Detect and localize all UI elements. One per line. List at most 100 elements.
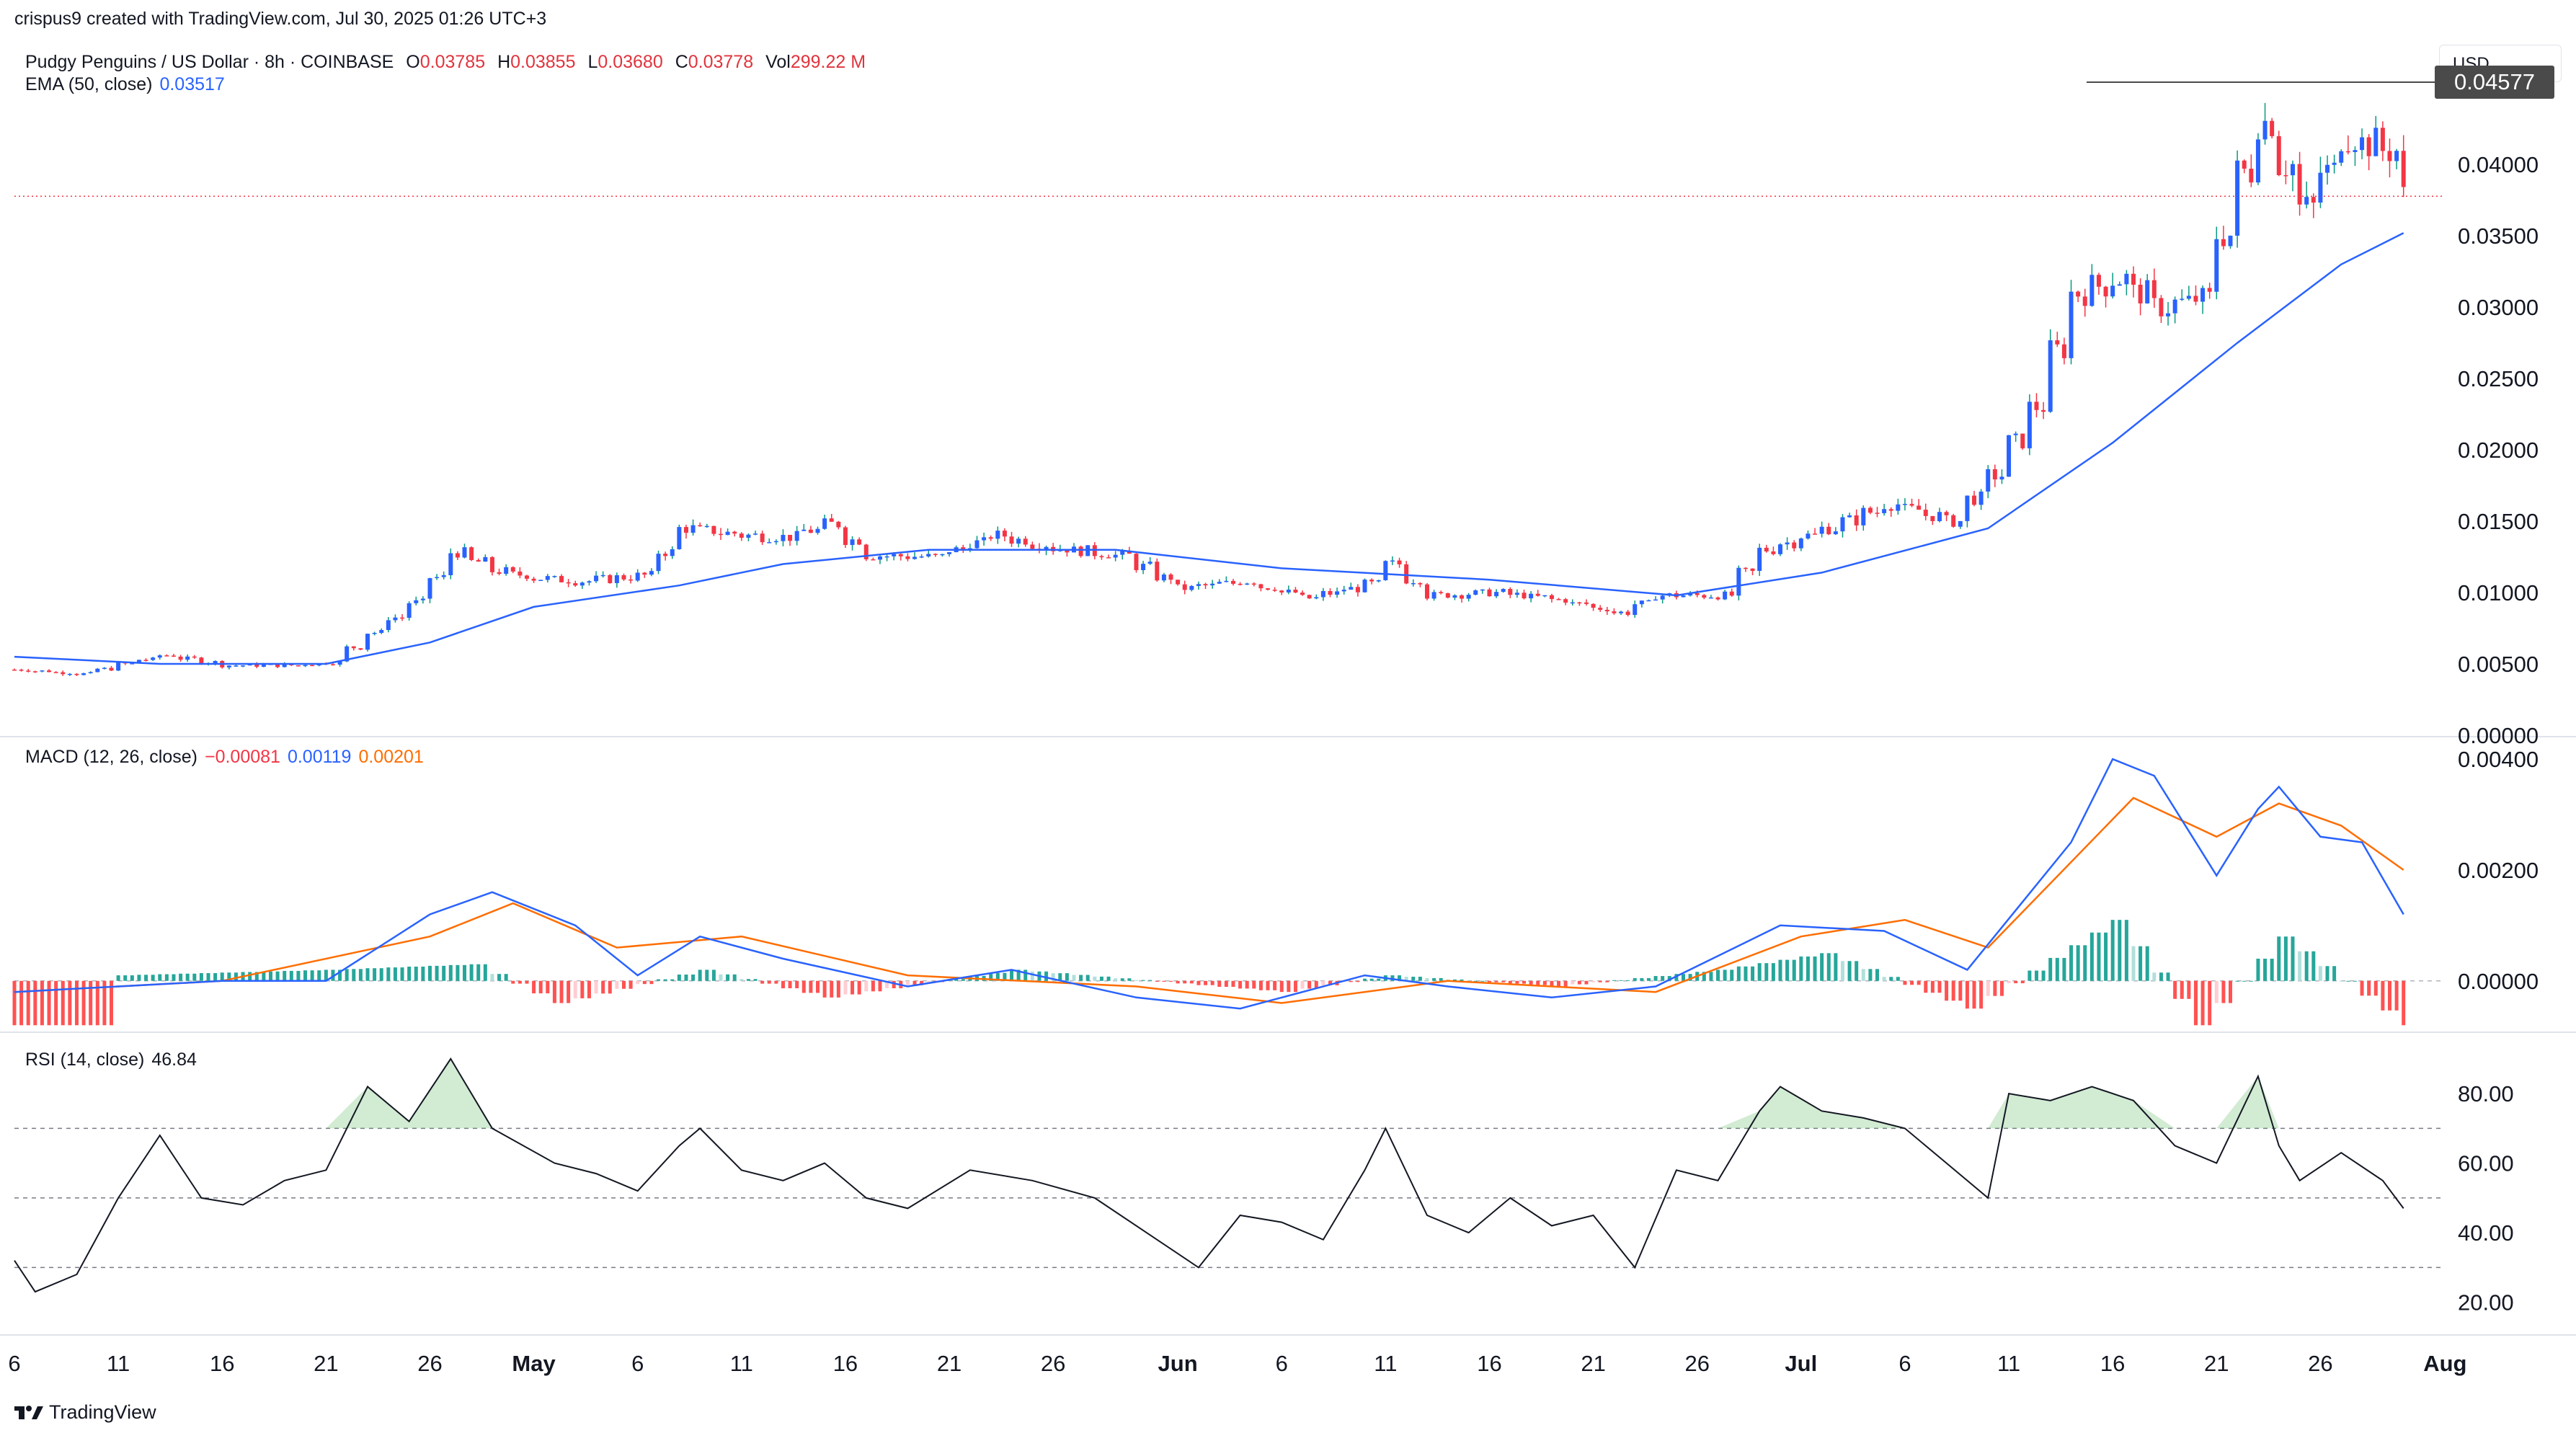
macd-histogram-bar	[2353, 980, 2357, 982]
candle-body	[857, 539, 862, 545]
macd-histogram-bar	[1577, 980, 1581, 985]
ema-legend[interactable]: EMA (50, close) 0.03517	[25, 74, 225, 95]
candle-body	[2345, 151, 2350, 153]
macd-histogram-bar	[809, 980, 813, 993]
macd-histogram-bar	[1196, 980, 1201, 985]
candle-body	[649, 571, 654, 575]
time-axis-tick: 26	[2308, 1351, 2332, 1376]
candle-body	[1861, 507, 1866, 525]
candle-body	[2255, 139, 2260, 183]
macd-label: MACD (12, 26, close)	[25, 747, 197, 767]
candle-body	[877, 556, 882, 560]
macd-histogram-bar	[414, 966, 418, 981]
time-axis-tick: 21	[937, 1351, 961, 1376]
rsi-legend[interactable]: RSI (14, close) 46.84	[25, 1050, 197, 1070]
macd-histogram-bar	[836, 980, 840, 998]
price-axis-tick: 0.03500	[2458, 223, 2539, 249]
macd-histogram-bar	[1903, 980, 1907, 985]
macd-histogram-bar	[546, 980, 550, 994]
time-axis-tick: 26	[1041, 1351, 1065, 1376]
macd-histogram-bar	[2020, 980, 2025, 984]
macd-histogram-bar	[303, 970, 308, 981]
time-axis-tick: 26	[1684, 1351, 1709, 1376]
macd-histogram-bar	[1986, 980, 1990, 996]
candle-body	[2353, 150, 2358, 153]
macd-histogram-bar	[2089, 932, 2094, 981]
macd-histogram-bar	[1522, 980, 1527, 984]
macd-histogram-bar	[518, 980, 522, 984]
candle-body	[1653, 599, 1658, 601]
candle-body	[1522, 593, 1527, 599]
macd-histogram-bar	[2014, 980, 2018, 984]
candle-body	[2380, 128, 2385, 151]
macd-histogram-bar	[289, 970, 293, 981]
candle-body	[892, 554, 897, 556]
open-key: O	[406, 52, 420, 72]
candle-body	[1577, 602, 1582, 604]
candle-body	[725, 531, 730, 536]
candle-body	[351, 646, 356, 649]
candle-body	[1120, 550, 1125, 555]
macd-histogram-bar	[2291, 936, 2295, 981]
candle-body	[1404, 564, 1409, 584]
candle-body	[1535, 593, 1540, 596]
macd-histogram-bar	[788, 980, 792, 989]
macd-histogram-bar	[511, 980, 515, 984]
macd-histogram-bar	[1917, 980, 1921, 985]
candle-body	[47, 670, 52, 673]
macd-signal-line	[14, 797, 2404, 1004]
candle-body	[241, 665, 246, 667]
macd-histogram-bar	[317, 970, 321, 981]
candle-body	[234, 665, 239, 667]
candle-body	[1362, 580, 1367, 593]
candle-body	[2076, 291, 2081, 297]
candle-body	[1702, 595, 1707, 598]
macd-histogram-bar	[1273, 980, 1277, 990]
candle-body	[1431, 592, 1436, 599]
candle-body	[1681, 595, 1686, 598]
macd-histogram-bar	[732, 974, 737, 981]
candle-body	[1494, 592, 1499, 597]
candle-body	[2339, 151, 2344, 163]
macd-histogram-bar	[912, 980, 917, 985]
macd-histogram-bar	[268, 971, 272, 981]
candle-body	[345, 646, 350, 662]
macd-histogram-bar	[1633, 977, 1637, 981]
symbol-name[interactable]: Pudgy Penguins / US Dollar · 8h · COINBA…	[25, 52, 394, 72]
macd-histogram-bar	[1799, 956, 1803, 981]
price-axis-tick: 0.01500	[2458, 509, 2539, 534]
time-axis-tick: 21	[2204, 1351, 2229, 1376]
macd-histogram-bar	[905, 980, 910, 985]
time-axis-tick: 16	[210, 1351, 234, 1376]
candle-body	[995, 531, 1000, 539]
macd-histogram-bar	[2118, 920, 2122, 981]
macd-histogram-bar	[552, 980, 556, 1003]
macd-histogram-bar	[1785, 959, 1790, 981]
candle-body	[1473, 590, 1478, 595]
macd-histogram-bar	[324, 970, 328, 981]
candle-body	[1245, 583, 1250, 585]
candle-body	[497, 572, 502, 574]
macd-histogram-bar	[1224, 980, 1228, 988]
candle-body	[1106, 557, 1111, 559]
candle-body	[1009, 536, 1014, 544]
candle-body	[719, 533, 723, 536]
macd-histogram-bar	[179, 973, 183, 981]
macd-histogram-bar	[220, 972, 224, 981]
macd-histogram-bar	[158, 974, 162, 981]
candle-body	[407, 603, 412, 618]
macd-histogram-bar	[393, 967, 397, 981]
macd-histogram-bar	[1861, 969, 1865, 981]
candle-body	[61, 672, 66, 675]
macd-legend[interactable]: MACD (12, 26, close) −0.00081 0.00119 0.002…	[25, 747, 424, 768]
candle-body	[1134, 554, 1139, 570]
candle-body	[1944, 512, 1949, 515]
macd-histogram-bar	[760, 980, 765, 984]
macd-histogram-bar	[1889, 977, 1893, 981]
macd-histogram-bar	[262, 971, 266, 981]
macd-histogram-bar	[2221, 980, 2226, 1003]
candle-body	[88, 672, 93, 674]
macd-histogram-bar	[954, 979, 959, 981]
candle-body	[143, 660, 148, 661]
